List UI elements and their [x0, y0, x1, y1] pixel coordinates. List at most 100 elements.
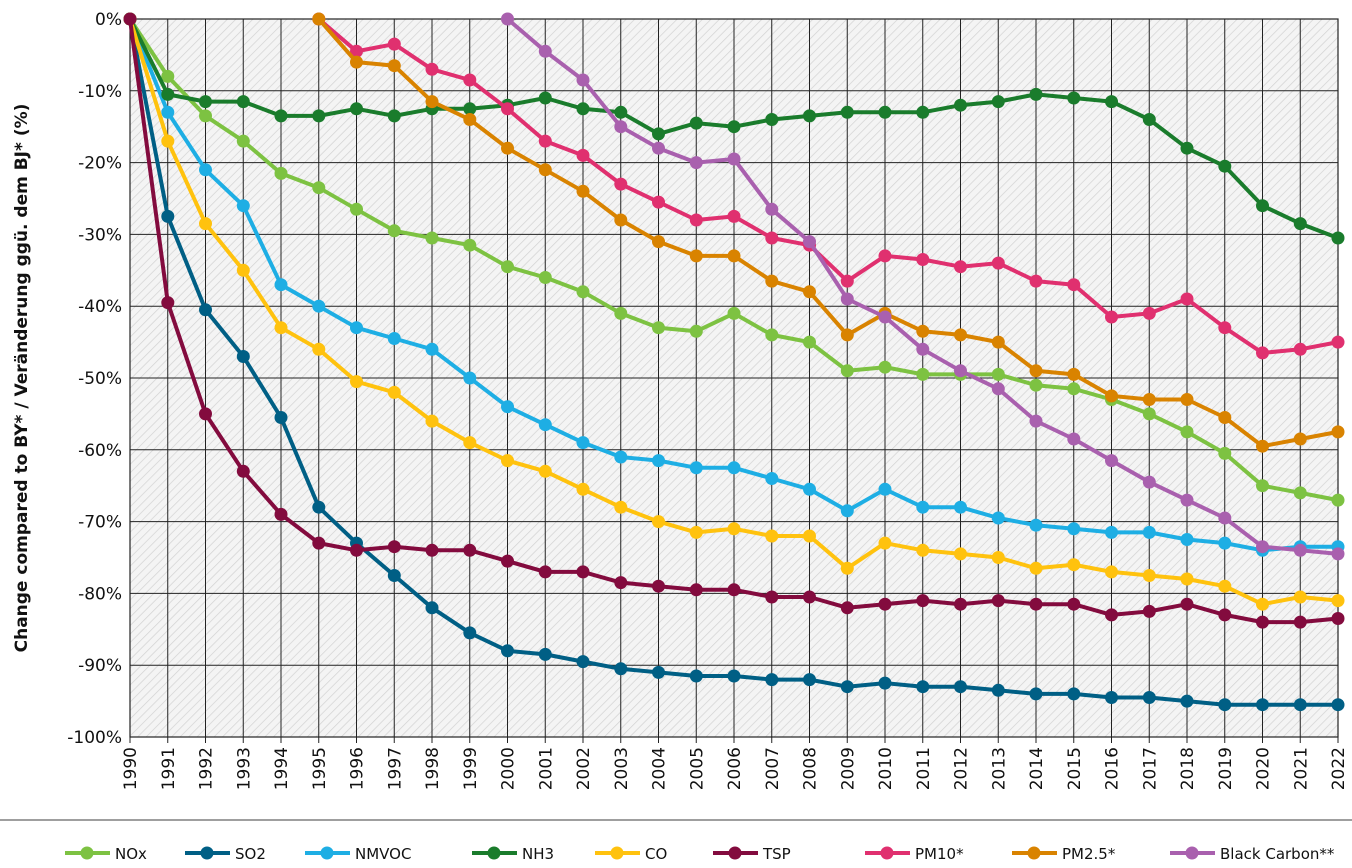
data-point — [1256, 439, 1269, 453]
data-point — [501, 454, 514, 468]
data-point — [1105, 95, 1118, 109]
data-point — [840, 292, 854, 306]
data-point — [1256, 597, 1269, 611]
data-point — [1029, 518, 1043, 532]
x-tick-label: 2000 — [499, 747, 519, 790]
data-point — [1142, 569, 1156, 582]
data-point — [1142, 407, 1156, 421]
legend-swatch-marker — [1027, 846, 1041, 860]
data-point — [161, 69, 175, 83]
data-point — [274, 109, 288, 123]
y-axis-title: Change compared to BY* / Veränderung ggü… — [12, 104, 32, 653]
legend-item: NMVOC — [305, 845, 411, 863]
data-point — [840, 364, 854, 378]
data-point — [614, 576, 628, 590]
x-tick-label: 2012 — [952, 747, 972, 790]
series-black-carbon- — [501, 12, 1345, 561]
y-tick-label: -60% — [78, 441, 122, 461]
data-point — [1293, 486, 1307, 500]
data-point — [727, 669, 741, 683]
data-point — [1331, 425, 1345, 439]
data-point — [727, 461, 741, 475]
data-point — [538, 163, 552, 177]
data-point — [765, 113, 779, 126]
data-point — [878, 360, 892, 374]
data-point — [991, 382, 1005, 396]
data-point — [501, 400, 514, 414]
data-point — [1180, 572, 1194, 586]
legend-item: PM2.5* — [1012, 845, 1116, 863]
data-point — [689, 213, 703, 227]
data-point — [727, 306, 741, 320]
data-point — [1256, 540, 1269, 554]
data-point — [576, 102, 590, 116]
legend-label: PM2.5* — [1062, 845, 1116, 863]
data-point — [350, 44, 363, 58]
data-point — [1293, 615, 1307, 629]
data-point — [727, 120, 741, 134]
data-point — [689, 525, 703, 539]
data-point — [1293, 543, 1307, 557]
legend-swatch-marker — [320, 846, 334, 860]
x-tick-label: 2003 — [612, 747, 632, 790]
legend-swatch-marker — [200, 846, 214, 860]
data-point — [387, 569, 401, 582]
y-tick-label: -10% — [78, 82, 122, 102]
data-point — [1029, 364, 1043, 378]
x-tick-label: 2015 — [1065, 747, 1085, 790]
data-point — [1105, 389, 1118, 403]
y-tick-label: -50% — [78, 369, 122, 389]
data-point — [840, 105, 854, 119]
series-tsp — [123, 12, 1345, 629]
data-point — [387, 385, 401, 399]
legend-swatch-marker — [728, 846, 742, 860]
legend-item: PM10* — [865, 845, 964, 863]
x-tick-label: 2008 — [801, 747, 821, 790]
data-point — [576, 436, 590, 450]
data-point — [614, 450, 628, 464]
x-tick-label: 2013 — [989, 747, 1009, 790]
data-point — [1180, 393, 1194, 406]
data-point — [765, 202, 779, 216]
legend-item: Black Carbon** — [1170, 845, 1335, 863]
data-point — [312, 536, 326, 550]
data-point — [161, 296, 175, 310]
data-point — [954, 260, 967, 274]
series-line — [316, 17, 1340, 449]
data-point — [538, 418, 552, 432]
data-point — [1105, 608, 1118, 622]
data-point — [652, 195, 665, 209]
data-point — [1067, 382, 1081, 396]
data-point — [350, 543, 363, 557]
data-point — [803, 590, 816, 604]
data-point — [1218, 608, 1232, 622]
data-point — [576, 184, 590, 198]
data-point — [614, 120, 628, 134]
data-point — [1180, 533, 1194, 546]
data-point — [312, 181, 326, 195]
data-point — [878, 536, 892, 550]
legend: NOx SO2 NMVOC NH3 CO TSP PM10* PM2.5* Black Carb… — [65, 845, 1335, 863]
x-tick-label: 1991 — [159, 747, 179, 790]
data-point — [1067, 91, 1081, 105]
data-point — [689, 461, 703, 475]
data-point — [652, 141, 665, 155]
series-nh3 — [123, 12, 1345, 245]
legend-item: TSP — [713, 845, 791, 863]
x-tick-label: 1999 — [461, 747, 481, 790]
x-tick-label: 2014 — [1027, 747, 1047, 790]
data-point — [463, 436, 477, 450]
data-point — [652, 235, 665, 249]
data-point — [991, 551, 1005, 564]
data-point — [274, 411, 288, 424]
data-point — [312, 299, 326, 313]
data-point — [501, 260, 514, 274]
data-point — [1142, 113, 1156, 126]
data-point — [1293, 217, 1307, 231]
data-point — [991, 95, 1005, 109]
data-point — [199, 109, 212, 123]
y-tick-label: -30% — [78, 225, 122, 245]
data-point — [1293, 590, 1307, 604]
legend-item: SO2 — [185, 845, 266, 863]
data-point — [1180, 292, 1194, 306]
